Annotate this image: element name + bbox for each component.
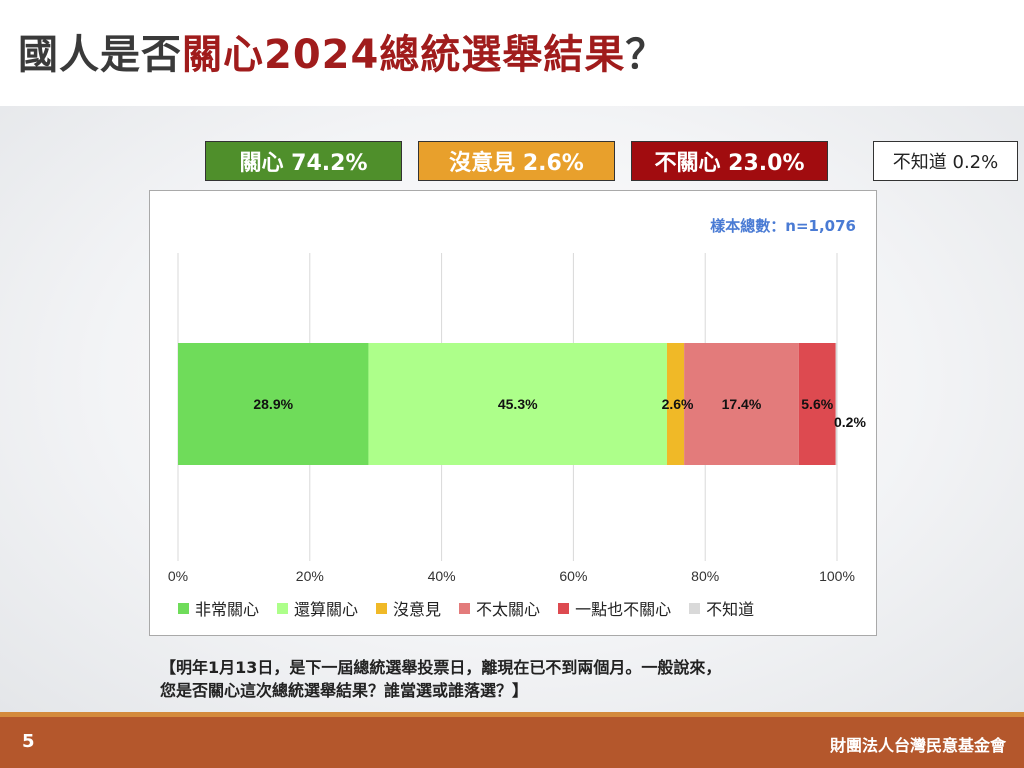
title-highlight: 關心2024總統選舉結果 xyxy=(182,32,626,78)
legend-swatch xyxy=(558,602,570,614)
x-tick-label: 80% xyxy=(691,568,719,584)
legend-label: 還算關心 xyxy=(294,600,359,619)
page-title: 國人是否關心2024總統選舉結果？ xyxy=(18,22,666,80)
legend-label: 沒意見 xyxy=(393,600,442,619)
survey-question: 【明年1月13日，是下一屆總統選舉投票日，離現在已不到兩個月。一般說來， 您是否… xyxy=(160,656,880,702)
legend-item: 沒意見 xyxy=(376,596,441,620)
data-label: 17.4% xyxy=(722,396,762,412)
summary-dont-know-box: 不知道 0.2% xyxy=(873,141,1018,181)
organization-name: 財團法人台灣民意基金會 xyxy=(829,736,1006,755)
legend-item: 還算關心 xyxy=(277,596,358,620)
bar-layer xyxy=(178,343,837,465)
summary-no-opinion-box: 沒意見 2.6% xyxy=(418,141,615,181)
stacked-bar-chart: 28.9% 45.3% 2.6% 17.4% 5.6%0.2% 0% 20% 40% 60% 8… xyxy=(168,253,866,584)
bar-segment xyxy=(835,343,837,465)
legend-label: 非常關心 xyxy=(195,600,260,619)
legend-label: 不知道 xyxy=(706,600,755,619)
footer-divider xyxy=(0,712,1024,717)
legend-swatch xyxy=(459,602,471,614)
x-tick-label: 20% xyxy=(296,568,324,584)
legend-swatch xyxy=(178,602,189,614)
bar-segment xyxy=(684,343,799,465)
title-bar: 國人是否關心2024總統選舉結果？ xyxy=(0,0,1024,106)
title-suffix: ？ xyxy=(625,32,667,78)
label-layer: 28.9% 45.3% 2.6% 17.4% 5.6%0.2% xyxy=(253,396,866,430)
data-label: 5.6% xyxy=(801,396,833,412)
title-prefix: 國人是否 xyxy=(18,32,182,78)
legend-label: 不太關心 xyxy=(476,600,541,619)
question-line-2: 您是否關心這次總統選舉結果？誰當選或誰落選？】 xyxy=(160,681,529,700)
legend-item: 非常關心 xyxy=(178,596,259,620)
legend-swatch xyxy=(376,602,388,614)
page-number: 5 xyxy=(22,731,35,752)
summary-not-care-box: 不關心 23.0% xyxy=(631,141,828,181)
legend-swatch xyxy=(277,602,289,614)
bar-segment xyxy=(798,343,836,465)
sample-size-note: 樣本總數：n=1,076 xyxy=(710,217,856,235)
data-label: 2.6% xyxy=(662,396,694,412)
x-tick-label: 40% xyxy=(428,568,456,584)
legend-item: 一點也不關心 xyxy=(558,596,671,620)
legend-item: 不太關心 xyxy=(459,596,540,620)
x-tick-label: 100% xyxy=(819,568,855,584)
chart-card: 樣本總數：n=1,076 28.9% 45.3% 2.6% 17.4% 5.6% 0.2%… xyxy=(149,190,877,636)
legend-swatch xyxy=(689,602,701,614)
chart-legend: 非常關心 還算關心 沒意見 不太關心 一點也不關心 不知道 xyxy=(178,596,868,620)
x-tick-label: 60% xyxy=(559,568,587,584)
data-label: 28.9% xyxy=(253,396,293,412)
tick-layer: 0% 20% 40% 60% 80% 100% xyxy=(168,568,855,584)
data-label: 0.2% xyxy=(834,414,866,430)
bar-segment xyxy=(368,343,667,465)
legend-item: 不知道 xyxy=(689,596,754,620)
bar-segment xyxy=(178,343,369,465)
footer-bar: 5 財團法人台灣民意基金會 xyxy=(0,717,1024,768)
x-tick-label: 0% xyxy=(168,568,188,584)
data-label: 45.3% xyxy=(498,396,538,412)
bar-segment xyxy=(666,343,685,465)
summary-care-box: 關心 74.2% xyxy=(205,141,402,181)
question-line-1: 【明年1月13日，是下一屆總統選舉投票日，離現在已不到兩個月。一般說來， xyxy=(160,658,722,677)
legend-label: 一點也不關心 xyxy=(575,600,672,619)
